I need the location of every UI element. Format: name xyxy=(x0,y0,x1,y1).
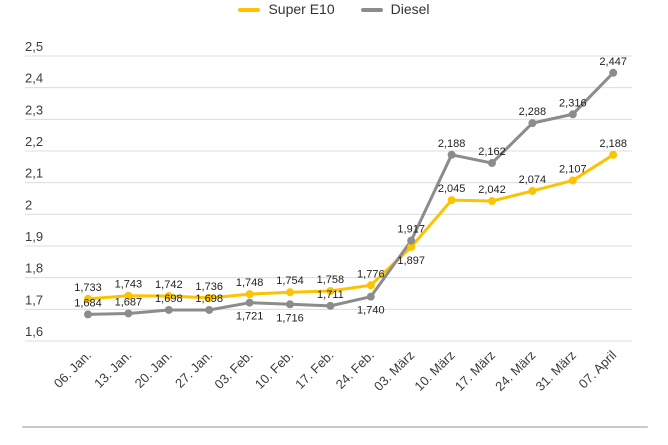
data-point-label: 2,316 xyxy=(559,97,587,109)
data-point xyxy=(164,305,173,314)
data-point xyxy=(84,294,92,303)
data-point xyxy=(609,68,618,77)
data-point xyxy=(205,293,214,302)
series-line xyxy=(86,153,615,301)
legend-label-diesel: Diesel xyxy=(390,1,430,17)
data-point xyxy=(164,292,173,301)
chart-legend: Super E10 Diesel xyxy=(0,1,668,18)
series-line xyxy=(86,71,615,316)
data-point xyxy=(528,186,537,195)
data-point-label: 1,711 xyxy=(317,289,344,301)
data-point-label: 1,684 xyxy=(74,297,102,309)
data-point xyxy=(245,290,254,299)
diesel-line-swatch xyxy=(360,7,383,12)
data-point xyxy=(488,197,496,206)
data-point-label: 1,736 xyxy=(195,281,223,293)
y-tick-label: 2,4 xyxy=(25,71,43,86)
data-point-label: 1,743 xyxy=(115,279,143,291)
data-point xyxy=(326,301,335,310)
y-tick-label: 1,8 xyxy=(25,261,43,276)
data-point-label: 1,721 xyxy=(236,311,264,323)
y-tick-label: 2,2 xyxy=(25,134,43,149)
data-point-label: 2,188 xyxy=(599,138,627,150)
x-tick-label: 10. Feb. xyxy=(252,348,296,392)
x-tick-label: 20. Jan. xyxy=(132,348,175,391)
y-tick-label: 2,5 xyxy=(25,39,43,54)
data-point-label: 1,897 xyxy=(397,255,425,267)
x-tick-label: 06. Jan. xyxy=(51,348,94,391)
data-point xyxy=(286,288,294,297)
data-point-label: 2,042 xyxy=(478,184,506,196)
data-point-label: 1,716 xyxy=(276,312,304,324)
x-tick-label: 17. März xyxy=(452,348,498,394)
data-point-label: 1,742 xyxy=(155,279,183,291)
data-point xyxy=(205,305,214,314)
bottom-divider xyxy=(22,426,648,428)
data-point-label: 2,188 xyxy=(438,138,466,150)
super-e10-line-swatch xyxy=(238,7,261,12)
data-point xyxy=(286,300,294,309)
legend-item-super-e10: Super E10 xyxy=(238,1,335,18)
y-tick-label: 2 xyxy=(25,197,32,212)
data-point-label: 2,447 xyxy=(599,56,627,68)
data-point-label: 1,698 xyxy=(195,293,223,305)
data-point xyxy=(407,242,416,251)
data-point-label: 2,074 xyxy=(519,174,547,186)
data-point-label: 1,758 xyxy=(317,274,345,286)
x-tick-label: 31. März xyxy=(533,348,579,394)
x-tick-label: 24. März xyxy=(492,348,538,394)
data-point-label: 2,288 xyxy=(519,106,547,118)
data-point xyxy=(245,298,254,307)
x-tick-label: 13. Jan. xyxy=(91,348,134,391)
data-point xyxy=(568,110,577,119)
legend-label-super-e10: Super E10 xyxy=(268,1,335,17)
data-point xyxy=(407,236,416,245)
data-point-label: 1,733 xyxy=(74,282,102,294)
y-tick-label: 1,9 xyxy=(25,229,43,244)
data-point xyxy=(326,286,335,295)
legend-item-diesel: Diesel xyxy=(360,1,430,18)
data-point-label: 2,045 xyxy=(438,183,466,195)
data-point xyxy=(528,119,537,128)
data-point xyxy=(447,196,456,205)
data-point-label: 1,776 xyxy=(357,268,385,280)
data-point xyxy=(488,159,496,168)
data-point xyxy=(609,150,618,159)
data-point-label: 2,162 xyxy=(478,146,506,158)
y-tick-label: 1,7 xyxy=(25,292,43,307)
data-point-label: 1,740 xyxy=(357,305,385,317)
data-point xyxy=(447,150,456,159)
data-point-label: 1,917 xyxy=(397,224,425,236)
data-point xyxy=(366,281,375,290)
data-point xyxy=(84,310,92,319)
data-point xyxy=(124,309,133,318)
data-point-label: 2,107 xyxy=(559,163,587,175)
x-tick-label: 10. März xyxy=(411,348,457,394)
x-tick-label: 24. Feb. xyxy=(333,348,377,392)
y-tick-label: 1,6 xyxy=(25,324,43,339)
data-point-label: 1,698 xyxy=(155,293,183,305)
y-tick-label: 2,1 xyxy=(25,166,43,181)
x-tick-label: 17. Feb. xyxy=(292,348,336,392)
y-tick-label: 2,3 xyxy=(25,102,43,117)
data-point-label: 1,754 xyxy=(276,275,304,287)
x-tick-label: 07. April xyxy=(575,347,619,391)
data-point-label: 1,748 xyxy=(236,277,264,289)
x-tick-label: 03. März xyxy=(371,348,417,394)
x-tick-label: 03. Feb. xyxy=(211,348,255,392)
data-point xyxy=(366,292,375,301)
data-point-label: 1,687 xyxy=(115,296,143,308)
x-tick-label: 27. Jan. xyxy=(172,348,215,391)
data-point xyxy=(124,291,133,300)
data-point xyxy=(568,176,577,185)
